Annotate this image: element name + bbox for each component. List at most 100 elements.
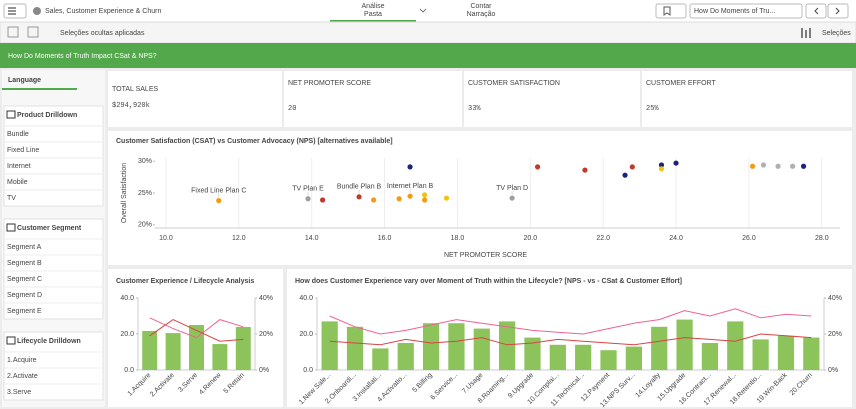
bar[interactable] bbox=[372, 348, 389, 370]
tab-top[interactable]: Contar bbox=[470, 3, 492, 10]
x-axis-label: NET PROMOTER SCORE bbox=[444, 252, 527, 259]
kpi-label: TOTAL SALES bbox=[112, 86, 158, 93]
bar[interactable] bbox=[473, 328, 490, 370]
tab-top[interactable]: Análise bbox=[362, 3, 385, 10]
y-tick-label: 0.0 bbox=[124, 367, 134, 374]
bar[interactable] bbox=[235, 326, 251, 370]
bar[interactable] bbox=[448, 323, 465, 370]
point[interactable] bbox=[356, 194, 362, 200]
tab-bottom[interactable]: Pasta bbox=[364, 11, 382, 18]
bar[interactable] bbox=[600, 350, 617, 370]
point-label: TV Plan E bbox=[292, 186, 324, 193]
kpi-value: 20 bbox=[288, 105, 296, 113]
point[interactable] bbox=[371, 197, 377, 203]
filter-item[interactable]: TV bbox=[7, 195, 16, 202]
filter-item[interactable]: Internet bbox=[7, 163, 31, 170]
x-tick-label: 12.0 bbox=[232, 235, 246, 242]
filter-item[interactable]: 2.Activate bbox=[7, 373, 38, 380]
point[interactable] bbox=[396, 196, 402, 202]
point[interactable] bbox=[407, 164, 413, 170]
bar[interactable] bbox=[524, 337, 541, 370]
point[interactable] bbox=[760, 162, 767, 168]
point[interactable] bbox=[658, 162, 665, 168]
kpi-card bbox=[642, 71, 852, 127]
bar[interactable] bbox=[777, 335, 795, 370]
bar[interactable] bbox=[575, 344, 592, 370]
filter-item[interactable]: 3.Serve bbox=[7, 389, 31, 396]
x-tick-label: 14.0 bbox=[305, 235, 319, 242]
point[interactable] bbox=[582, 167, 588, 173]
point[interactable] bbox=[800, 163, 807, 169]
bookmark-button[interactable] bbox=[655, 3, 687, 19]
bar[interactable] bbox=[752, 339, 769, 370]
bar[interactable] bbox=[803, 337, 820, 370]
bar[interactable] bbox=[212, 344, 228, 370]
bar[interactable] bbox=[346, 326, 364, 370]
bar[interactable] bbox=[701, 343, 719, 370]
next-sheet[interactable] bbox=[827, 3, 849, 19]
y-tick-label: 25% bbox=[138, 190, 152, 197]
forward-button[interactable] bbox=[27, 26, 39, 38]
point[interactable] bbox=[629, 164, 635, 170]
filter-title: Lifecycle Drilldown bbox=[17, 338, 81, 345]
y-tick-label: 30% bbox=[138, 158, 152, 165]
point-label: Bundle Plan B bbox=[337, 184, 382, 191]
bar[interactable] bbox=[651, 326, 668, 370]
point[interactable] bbox=[216, 198, 222, 204]
point[interactable] bbox=[422, 192, 428, 198]
y2-tick-label: 40% bbox=[828, 295, 842, 302]
filter-item[interactable]: Segment B bbox=[7, 260, 42, 267]
back-button[interactable] bbox=[7, 26, 19, 38]
bar[interactable] bbox=[189, 325, 204, 370]
x-tick-label: 16.0 bbox=[378, 235, 392, 242]
x-tick-label: 20.0 bbox=[523, 235, 537, 242]
prev-sheet[interactable] bbox=[805, 3, 827, 19]
bar[interactable] bbox=[499, 321, 516, 370]
point[interactable] bbox=[775, 163, 781, 169]
y-axis-label: Overall Satisfaction bbox=[121, 163, 128, 223]
bar[interactable] bbox=[625, 346, 642, 370]
point[interactable] bbox=[509, 195, 515, 201]
filter-box bbox=[3, 331, 104, 401]
bar[interactable] bbox=[321, 321, 338, 370]
bar[interactable] bbox=[422, 323, 440, 370]
filter-item[interactable]: Bundle bbox=[7, 131, 29, 138]
bar[interactable] bbox=[165, 333, 181, 370]
x-tick-label: 28.0 bbox=[815, 235, 829, 242]
y2-tick-label: 40% bbox=[259, 295, 273, 302]
kpi-label: CUSTOMER SATISFACTION bbox=[468, 80, 560, 87]
y-tick-label: 40.0 bbox=[299, 295, 313, 302]
bar[interactable] bbox=[676, 319, 693, 370]
filter-item[interactable]: Fixed Line bbox=[7, 147, 39, 154]
bar[interactable] bbox=[727, 321, 744, 370]
filter-item[interactable]: Segment A bbox=[7, 244, 42, 251]
bookmark-icon bbox=[663, 6, 671, 16]
sheet-selector[interactable] bbox=[689, 3, 803, 19]
point[interactable] bbox=[673, 160, 679, 166]
point[interactable] bbox=[305, 196, 311, 202]
point[interactable] bbox=[422, 197, 428, 203]
point[interactable] bbox=[534, 164, 541, 170]
filter-item[interactable]: Segment C bbox=[7, 276, 42, 283]
point[interactable] bbox=[658, 166, 665, 172]
point[interactable] bbox=[407, 193, 413, 199]
point[interactable] bbox=[749, 163, 756, 169]
point[interactable] bbox=[790, 163, 796, 169]
point[interactable] bbox=[320, 197, 326, 203]
filter-tab[interactable]: Language bbox=[8, 77, 41, 84]
kpi-value: $294,920k bbox=[112, 102, 150, 110]
filter-box bbox=[3, 105, 104, 207]
selections-button[interactable]: Seleções bbox=[822, 30, 851, 37]
tab-bottom[interactable]: Narração bbox=[467, 11, 496, 18]
chart-panel bbox=[108, 131, 852, 265]
line bbox=[329, 308, 812, 335]
point[interactable] bbox=[443, 195, 450, 201]
filter-item[interactable]: Mobile bbox=[7, 179, 28, 186]
bar[interactable] bbox=[397, 343, 414, 370]
bar[interactable] bbox=[142, 330, 158, 370]
bar[interactable] bbox=[549, 344, 566, 370]
filter-item[interactable]: Segment D bbox=[7, 292, 42, 299]
filter-item[interactable]: Segment E bbox=[7, 308, 42, 315]
filter-item[interactable]: 1.Acquire bbox=[7, 357, 37, 364]
point[interactable] bbox=[622, 172, 628, 178]
